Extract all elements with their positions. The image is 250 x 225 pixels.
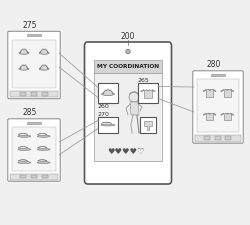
Text: 265: 265: [138, 77, 150, 83]
Polygon shape: [213, 90, 216, 92]
Bar: [215, 136, 221, 140]
Ellipse shape: [37, 135, 50, 137]
Bar: [204, 136, 210, 140]
Bar: [12, 127, 56, 171]
Polygon shape: [152, 90, 155, 92]
Bar: [94, 59, 162, 72]
Text: MY COORDINATION: MY COORDINATION: [97, 63, 159, 68]
Ellipse shape: [102, 92, 114, 95]
Bar: [27, 122, 41, 124]
Ellipse shape: [40, 48, 48, 53]
FancyBboxPatch shape: [193, 71, 243, 143]
Bar: [30, 92, 37, 96]
Bar: [30, 175, 37, 178]
Polygon shape: [203, 113, 206, 115]
Bar: [224, 90, 231, 97]
Bar: [225, 136, 232, 140]
Bar: [12, 40, 56, 88]
Text: 270: 270: [97, 112, 109, 117]
Polygon shape: [144, 121, 152, 130]
Ellipse shape: [37, 148, 50, 150]
Polygon shape: [231, 90, 234, 92]
Bar: [42, 175, 48, 178]
Bar: [27, 34, 41, 36]
Ellipse shape: [40, 64, 48, 69]
Bar: [144, 90, 152, 97]
Bar: [224, 113, 231, 120]
Polygon shape: [213, 113, 216, 115]
Ellipse shape: [101, 124, 115, 126]
Ellipse shape: [37, 162, 50, 164]
Bar: [20, 92, 26, 96]
Bar: [20, 175, 26, 178]
Ellipse shape: [19, 52, 29, 54]
Ellipse shape: [18, 148, 31, 150]
FancyBboxPatch shape: [84, 42, 172, 184]
Bar: [140, 117, 156, 133]
Polygon shape: [130, 102, 139, 115]
Polygon shape: [203, 90, 206, 92]
Ellipse shape: [39, 68, 49, 70]
Ellipse shape: [20, 48, 28, 53]
Ellipse shape: [19, 68, 29, 70]
Bar: [195, 135, 241, 142]
Text: 280: 280: [207, 60, 221, 69]
Polygon shape: [221, 90, 224, 92]
Bar: [211, 74, 225, 76]
Text: 200: 200: [121, 32, 135, 41]
Bar: [138, 83, 158, 103]
Bar: [206, 90, 213, 97]
Ellipse shape: [39, 52, 49, 54]
Ellipse shape: [104, 88, 112, 94]
Circle shape: [129, 92, 139, 102]
Bar: [10, 90, 58, 97]
Polygon shape: [221, 113, 224, 115]
Polygon shape: [141, 90, 144, 92]
Text: 285: 285: [23, 108, 37, 117]
FancyBboxPatch shape: [8, 119, 60, 181]
Bar: [94, 72, 162, 160]
Bar: [42, 92, 48, 96]
Ellipse shape: [18, 135, 31, 137]
Text: ♥♥♥♥♡: ♥♥♥♥♡: [107, 148, 145, 157]
Bar: [197, 79, 239, 132]
Polygon shape: [231, 113, 234, 115]
Text: 275: 275: [23, 20, 37, 29]
Ellipse shape: [18, 162, 31, 164]
FancyBboxPatch shape: [8, 31, 60, 99]
Circle shape: [126, 49, 130, 54]
Bar: [98, 117, 118, 133]
Ellipse shape: [20, 64, 28, 69]
Bar: [206, 113, 213, 120]
Bar: [98, 83, 118, 103]
Bar: [10, 173, 58, 180]
Text: 260: 260: [98, 104, 110, 108]
